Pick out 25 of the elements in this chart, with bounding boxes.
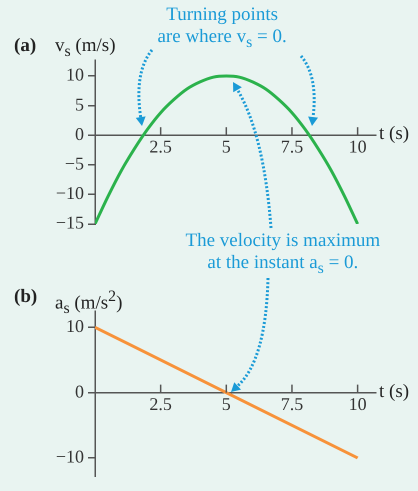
chart-title: (a)	[14, 35, 36, 56]
y-axis-title: a$_{s}$ (m/s$^{2}$)	[55, 288, 122, 318]
y-tick-label: −5	[64, 154, 84, 174]
text: The velocity is maximum at the instant a$_{s}$ = 0.	[186, 230, 380, 279]
text: Turning points are where v$_{s}$ = 0.	[158, 4, 287, 53]
y-tick-label: −10	[56, 183, 84, 204]
y-tick-label: 10	[66, 316, 84, 336]
x-tick-label: 7.5	[280, 136, 304, 157]
x-tick-label: 2.5	[149, 136, 172, 157]
y-tick-label: 0	[75, 124, 84, 144]
y-tick-label: 5	[75, 94, 84, 114]
x-tick-label: 10	[348, 136, 367, 157]
x-axis-title: t (s)	[379, 123, 410, 144]
chart-title: (b)	[14, 286, 38, 307]
y-axis-title: v$_{s}$ (m/s)	[55, 35, 116, 62]
x-tick-label: 7.5	[280, 394, 304, 414]
x-tick-label: 5	[222, 136, 231, 157]
x-tick-label: 10	[348, 394, 367, 414]
y-tick-label: 0	[75, 381, 84, 402]
x-tick-label: 2.5	[149, 394, 172, 414]
y-tick-label: −15	[56, 212, 84, 233]
x-tick-label: 5	[222, 394, 231, 414]
y-tick-label: 10	[66, 64, 84, 85]
x-axis-title: t (s)	[379, 380, 410, 402]
y-tick-label: −10	[56, 446, 84, 467]
